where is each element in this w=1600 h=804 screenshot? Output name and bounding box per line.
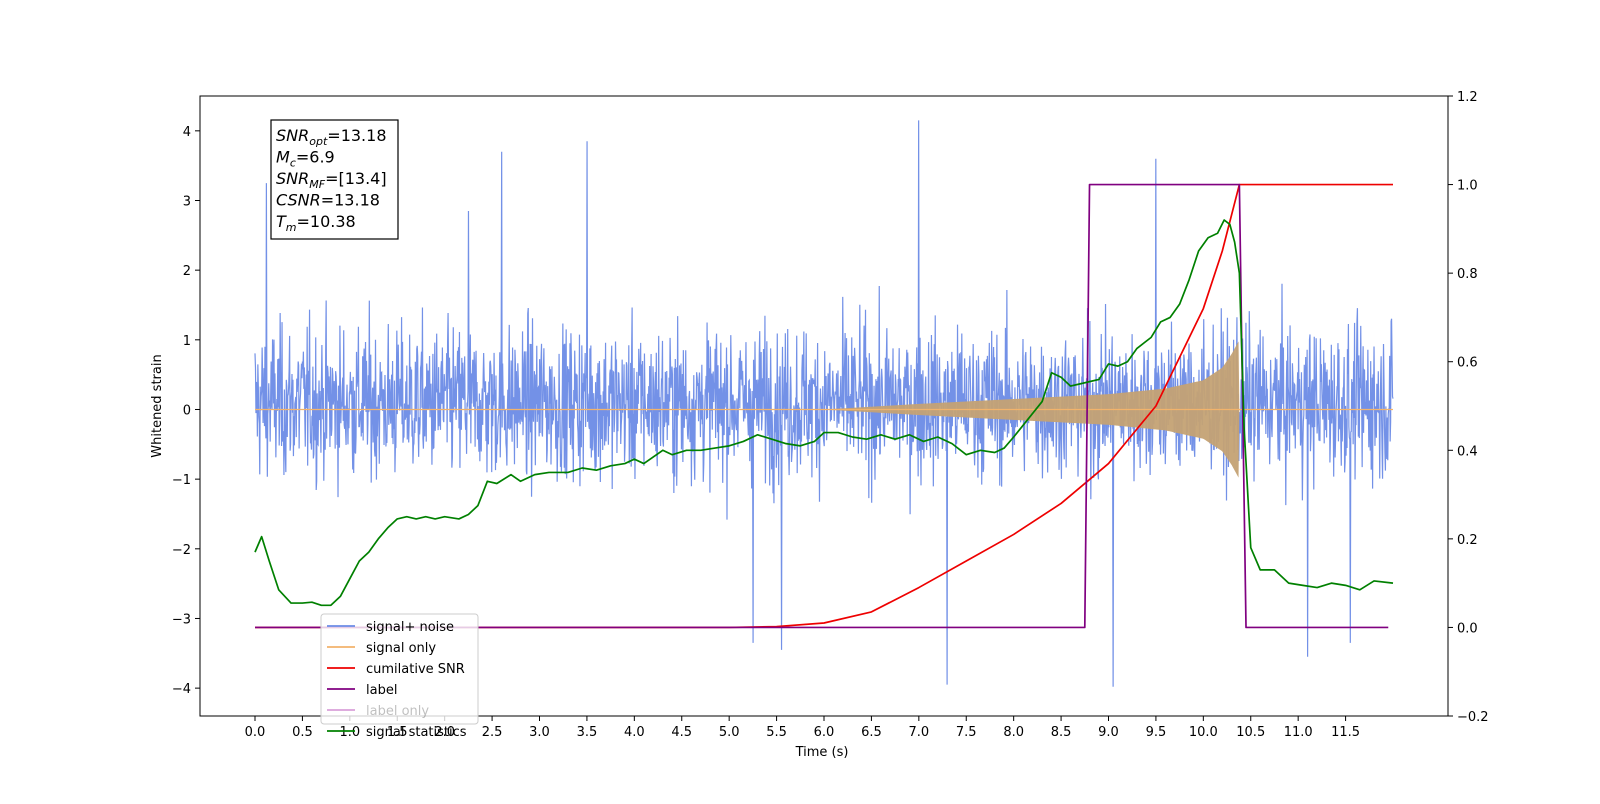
- info-subscript: opt: [309, 135, 328, 148]
- y-tick-label: 1: [183, 334, 191, 349]
- legend-label-signal-statistics: signal statistics: [366, 725, 467, 740]
- y-tick-label: −4: [172, 682, 191, 697]
- legend: signal+ noise signal only cumilative SNR la…: [320, 613, 479, 740]
- series-cumulative-snr-line: [255, 183, 1393, 629]
- x-tick-label: 4.0: [624, 725, 645, 740]
- info-value: =[13.4]: [325, 169, 387, 188]
- info-box: SNRopt=13.18Mc=6.9SNRMF=[13.4]CSNR=13.18…: [270, 119, 399, 240]
- info-symbol: SNR: [276, 126, 309, 145]
- y2-tick-label: 0.6: [1457, 356, 1478, 371]
- y2-tick-label: 0.0: [1457, 621, 1478, 636]
- info-symbol: M: [276, 148, 290, 167]
- x-tick-label: 0.5: [292, 725, 313, 740]
- x-tick-label: 10.5: [1236, 725, 1265, 740]
- series-signal-noise-line: [254, 120, 1394, 687]
- x-tick-label: 4.5: [671, 725, 692, 740]
- x-tick-label: 9.5: [1146, 725, 1167, 740]
- x-axis-label: Time (s): [795, 745, 849, 760]
- info-subscript: MF: [309, 178, 325, 191]
- y2-tick-label: −0.2: [1457, 710, 1489, 725]
- info-subscript: m: [286, 221, 297, 234]
- x-tick-label: 3.0: [529, 725, 550, 740]
- info-value: =13.18: [321, 191, 380, 210]
- x-tick-label: 0.0: [245, 725, 266, 740]
- x-tick-label: 2.5: [482, 725, 503, 740]
- info-line: Tm=10.38: [276, 212, 356, 234]
- y2-tick-label: 1.2: [1457, 90, 1478, 105]
- x-tick-label: 9.0: [1098, 725, 1119, 740]
- x-tick-label: 2.0: [434, 725, 455, 740]
- legend-label-label-only: label only: [366, 704, 429, 719]
- legend-label-signal-only: signal only: [366, 641, 436, 656]
- x-tick-label: 1.5: [387, 725, 408, 740]
- legend-label-signal-noise: signal+ noise: [366, 620, 454, 635]
- info-symbol: T: [276, 212, 287, 231]
- y2-tick-label: 0.4: [1457, 444, 1478, 459]
- info-line: CSNR=13.18: [276, 191, 380, 210]
- y-tick-label: −2: [172, 543, 191, 558]
- y-tick-label: −1: [172, 473, 191, 488]
- legend-label-cumilative-snr: cumilative SNR: [366, 662, 465, 677]
- x-tick-label: 10.0: [1189, 725, 1218, 740]
- x-tick-label: 8.5: [1051, 725, 1072, 740]
- y-axis-label: Whitened strain: [150, 354, 165, 457]
- y-tick-label: 3: [183, 194, 191, 209]
- info-line: Mc=6.9: [276, 148, 335, 170]
- x-tick-label: 6.0: [814, 725, 835, 740]
- x-tick-label: 5.0: [719, 725, 740, 740]
- y-tick-label: 4: [183, 125, 191, 140]
- x-tick-label: 7.5: [956, 725, 977, 740]
- info-symbol: CSNR: [276, 191, 321, 210]
- info-value: =6.9: [296, 148, 335, 167]
- y-tick-label: 0: [183, 403, 191, 418]
- x-tick-label: 11.0: [1284, 725, 1313, 740]
- x-tick-label: 11.5: [1331, 725, 1360, 740]
- x-tick-label: 6.5: [861, 725, 882, 740]
- x-tick-label: 3.5: [577, 725, 598, 740]
- y-tick-label: −3: [172, 612, 191, 627]
- x-tick-label: 8.0: [1003, 725, 1024, 740]
- info-subscript: c: [290, 157, 296, 170]
- x-tick-label: 7.0: [908, 725, 929, 740]
- info-line: SNRopt=13.18: [276, 126, 387, 148]
- info-line: SNRMF=[13.4]: [276, 169, 387, 191]
- series-label-line: [255, 183, 1389, 629]
- x-tick-label: 1.0: [339, 725, 360, 740]
- info-value: =13.18: [327, 126, 386, 145]
- legend-label-label: label: [366, 683, 397, 698]
- y2-tick-label: 1.0: [1457, 179, 1478, 194]
- y2-tick-label: 0.2: [1457, 533, 1478, 548]
- x-tick-label: 5.5: [766, 725, 787, 740]
- info-value: =10.38: [297, 212, 356, 231]
- series-signal-statistics-line: [254, 219, 1394, 607]
- info-symbol: SNR: [276, 169, 309, 188]
- y2-tick-label: 0.8: [1457, 267, 1478, 282]
- y-tick-label: 2: [183, 264, 191, 279]
